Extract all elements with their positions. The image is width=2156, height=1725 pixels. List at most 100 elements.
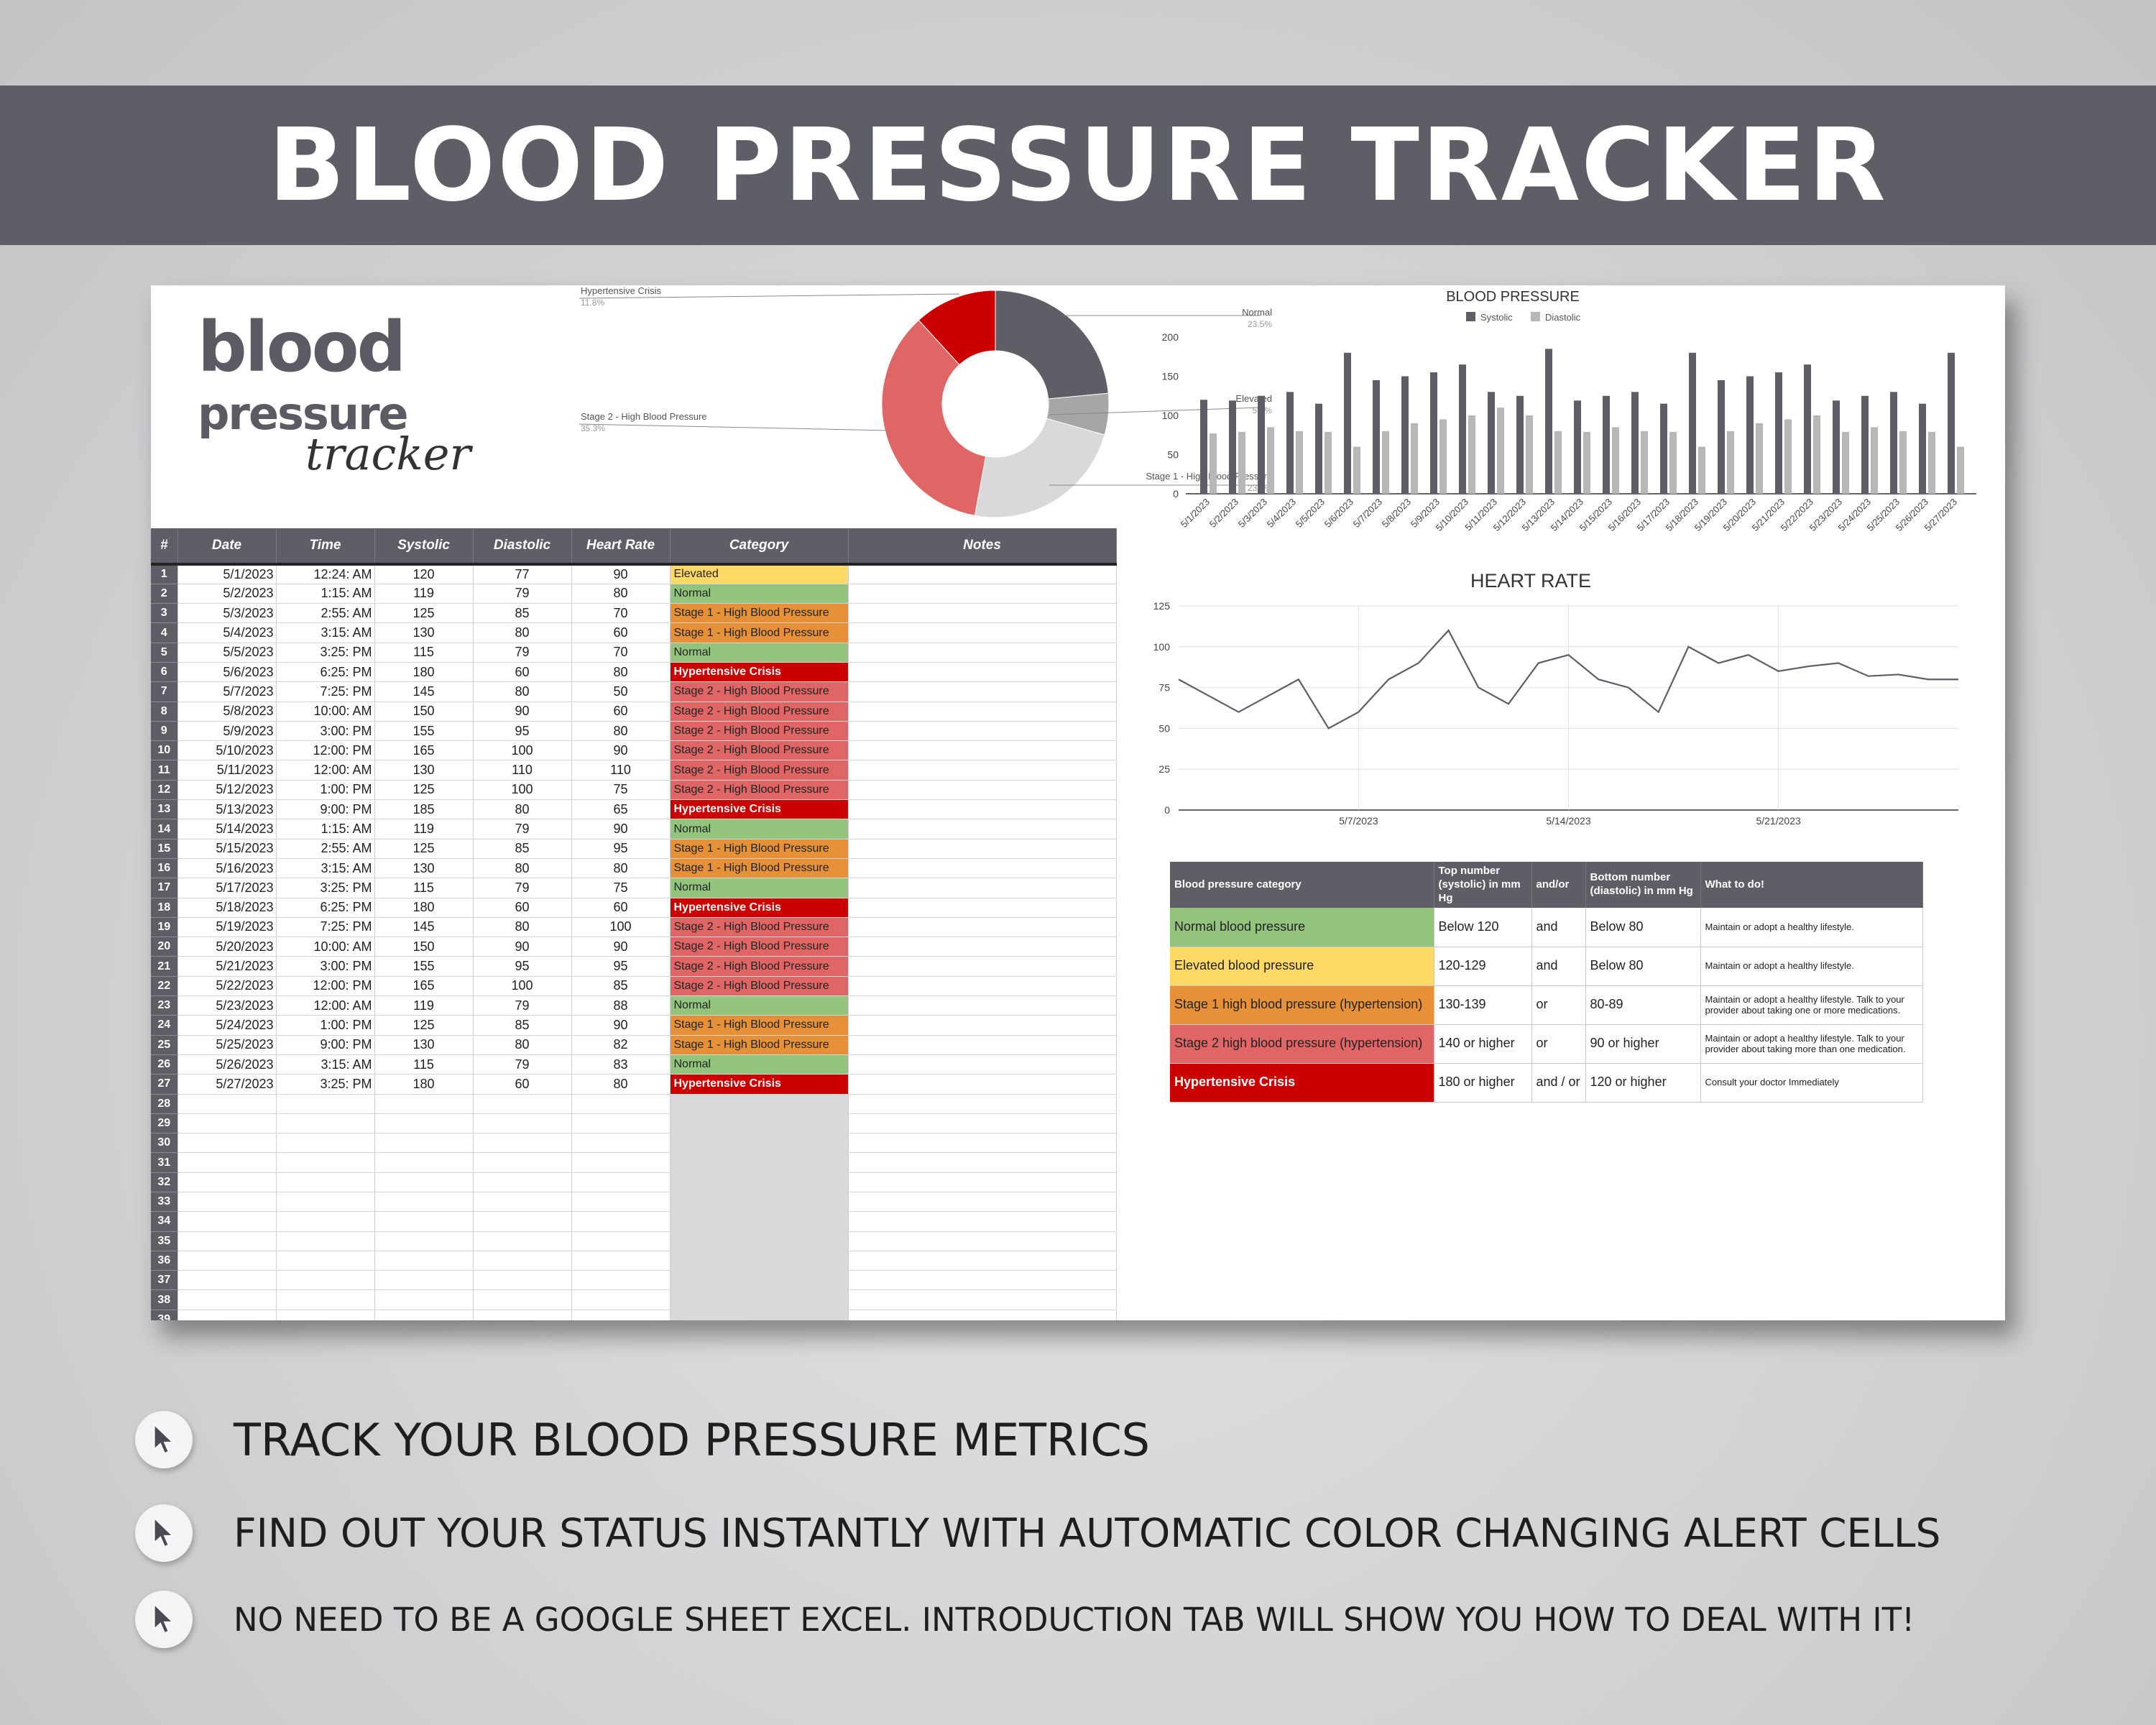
date-cell[interactable]: 5/24/2023 bbox=[178, 1015, 277, 1036]
bar-diastolic[interactable] bbox=[1727, 431, 1734, 494]
category-cell[interactable]: Normal bbox=[670, 1054, 849, 1075]
empty-cell[interactable] bbox=[848, 1310, 1117, 1320]
row-number[interactable]: 24 bbox=[151, 1015, 178, 1036]
notes-cell[interactable] bbox=[848, 917, 1117, 938]
empty-cell[interactable] bbox=[571, 1094, 671, 1114]
time-cell[interactable]: 9:00: PM bbox=[276, 799, 375, 820]
diastolic-cell[interactable]: 79 bbox=[473, 643, 572, 663]
empty-cell[interactable] bbox=[374, 1172, 474, 1193]
bar-systolic[interactable] bbox=[1315, 403, 1322, 494]
row-number[interactable]: 13 bbox=[151, 799, 178, 820]
diastolic-cell[interactable]: 100 bbox=[473, 740, 572, 761]
empty-cell[interactable] bbox=[276, 1133, 375, 1154]
bar-systolic[interactable] bbox=[1344, 352, 1351, 494]
time-cell[interactable]: 3:15: AM bbox=[276, 858, 375, 879]
time-cell[interactable]: 7:25: PM bbox=[276, 917, 375, 938]
empty-cell[interactable] bbox=[374, 1133, 474, 1154]
pie-slice-stage1[interactable] bbox=[974, 418, 1105, 518]
time-cell[interactable]: 1:00: PM bbox=[276, 1015, 375, 1036]
date-cell[interactable]: 5/1/2023 bbox=[178, 564, 277, 584]
notes-cell[interactable] bbox=[848, 681, 1117, 702]
time-cell[interactable]: 3:25: PM bbox=[276, 1074, 375, 1095]
time-cell[interactable]: 12:00: AM bbox=[276, 760, 375, 781]
date-cell[interactable]: 5/17/2023 bbox=[178, 878, 277, 898]
bar-systolic[interactable] bbox=[1574, 400, 1581, 494]
diastolic-cell[interactable]: 95 bbox=[473, 956, 572, 977]
empty-cell[interactable] bbox=[178, 1310, 277, 1320]
time-cell[interactable]: 12:00: PM bbox=[276, 740, 375, 761]
time-cell[interactable]: 1:15: AM bbox=[276, 819, 375, 840]
time-cell[interactable]: 3:15: AM bbox=[276, 622, 375, 643]
bar-systolic[interactable] bbox=[1804, 364, 1811, 494]
bar-diastolic[interactable] bbox=[1957, 446, 1964, 494]
systolic-cell[interactable]: 165 bbox=[374, 740, 474, 761]
row-number[interactable]: 21 bbox=[151, 956, 178, 977]
heart-rate-cell[interactable]: 50 bbox=[571, 681, 671, 702]
notes-cell[interactable] bbox=[848, 799, 1117, 820]
time-cell[interactable]: 3:00: PM bbox=[276, 721, 375, 742]
row-number[interactable]: 5 bbox=[151, 643, 178, 663]
bar-diastolic[interactable] bbox=[1468, 415, 1475, 494]
pie-slice-stage2[interactable] bbox=[881, 319, 987, 516]
empty-cell[interactable] bbox=[374, 1270, 474, 1291]
row-number[interactable]: 32 bbox=[151, 1172, 178, 1193]
diastolic-cell[interactable]: 85 bbox=[473, 603, 572, 624]
empty-cell[interactable] bbox=[473, 1094, 572, 1114]
heart-rate-cell[interactable]: 70 bbox=[571, 603, 671, 624]
time-cell[interactable]: 3:25: PM bbox=[276, 878, 375, 898]
empty-cell[interactable] bbox=[178, 1192, 277, 1213]
row-number[interactable]: 20 bbox=[151, 937, 178, 957]
empty-cell[interactable] bbox=[276, 1094, 375, 1114]
empty-cell[interactable] bbox=[276, 1310, 375, 1320]
empty-cell[interactable] bbox=[473, 1310, 572, 1320]
heart-rate-cell[interactable]: 85 bbox=[571, 976, 671, 997]
category-cell[interactable] bbox=[670, 1289, 849, 1310]
row-number[interactable]: 17 bbox=[151, 878, 178, 898]
date-cell[interactable]: 5/22/2023 bbox=[178, 976, 277, 997]
category-cell[interactable]: Stage 1 - High Blood Pressure bbox=[670, 1035, 849, 1055]
row-number[interactable]: 37 bbox=[151, 1270, 178, 1291]
category-cell[interactable]: Stage 2 - High Blood Pressure bbox=[670, 780, 849, 801]
empty-cell[interactable] bbox=[848, 1192, 1117, 1213]
systolic-cell[interactable]: 125 bbox=[374, 603, 474, 624]
diastolic-cell[interactable]: 80 bbox=[473, 1035, 572, 1055]
row-number[interactable]: 4 bbox=[151, 622, 178, 643]
empty-cell[interactable] bbox=[276, 1270, 375, 1291]
systolic-cell[interactable]: 150 bbox=[374, 702, 474, 722]
empty-cell[interactable] bbox=[571, 1133, 671, 1154]
row-number[interactable]: 6 bbox=[151, 662, 178, 683]
date-cell[interactable]: 5/23/2023 bbox=[178, 995, 277, 1016]
empty-cell[interactable] bbox=[848, 1231, 1117, 1251]
row-number[interactable]: 39 bbox=[151, 1310, 178, 1320]
diastolic-cell[interactable]: 100 bbox=[473, 780, 572, 801]
diastolic-cell[interactable]: 100 bbox=[473, 976, 572, 997]
bar-systolic[interactable] bbox=[1631, 392, 1639, 494]
date-cell[interactable]: 5/12/2023 bbox=[178, 780, 277, 801]
category-cell[interactable]: Elevated bbox=[670, 564, 849, 584]
empty-cell[interactable] bbox=[374, 1192, 474, 1213]
date-cell[interactable]: 5/16/2023 bbox=[178, 858, 277, 879]
category-cell[interactable]: Stage 2 - High Blood Pressure bbox=[670, 760, 849, 781]
category-cell[interactable] bbox=[670, 1270, 849, 1291]
diastolic-cell[interactable]: 60 bbox=[473, 1074, 572, 1095]
diastolic-cell[interactable]: 77 bbox=[473, 564, 572, 584]
empty-cell[interactable] bbox=[848, 1251, 1117, 1271]
category-cell[interactable]: Hypertensive Crisis bbox=[670, 799, 849, 820]
bar-diastolic[interactable] bbox=[1756, 423, 1763, 494]
empty-cell[interactable] bbox=[473, 1231, 572, 1251]
diastolic-cell[interactable]: 60 bbox=[473, 898, 572, 918]
heart-rate-cell[interactable]: 90 bbox=[571, 740, 671, 761]
bar-diastolic[interactable] bbox=[1641, 431, 1648, 494]
bar-systolic[interactable] bbox=[1545, 349, 1552, 494]
systolic-cell[interactable]: 115 bbox=[374, 643, 474, 663]
empty-cell[interactable] bbox=[571, 1192, 671, 1213]
category-cell[interactable]: Stage 2 - High Blood Pressure bbox=[670, 681, 849, 702]
time-cell[interactable]: 1:00: PM bbox=[276, 780, 375, 801]
bar-diastolic[interactable] bbox=[1842, 431, 1849, 494]
bar-diastolic[interactable] bbox=[1267, 427, 1274, 494]
bar-diastolic[interactable] bbox=[1784, 419, 1792, 494]
empty-cell[interactable] bbox=[178, 1270, 277, 1291]
bar-diastolic[interactable] bbox=[1871, 427, 1878, 494]
bar-systolic[interactable] bbox=[1689, 352, 1696, 494]
bar-systolic[interactable] bbox=[1603, 395, 1610, 494]
